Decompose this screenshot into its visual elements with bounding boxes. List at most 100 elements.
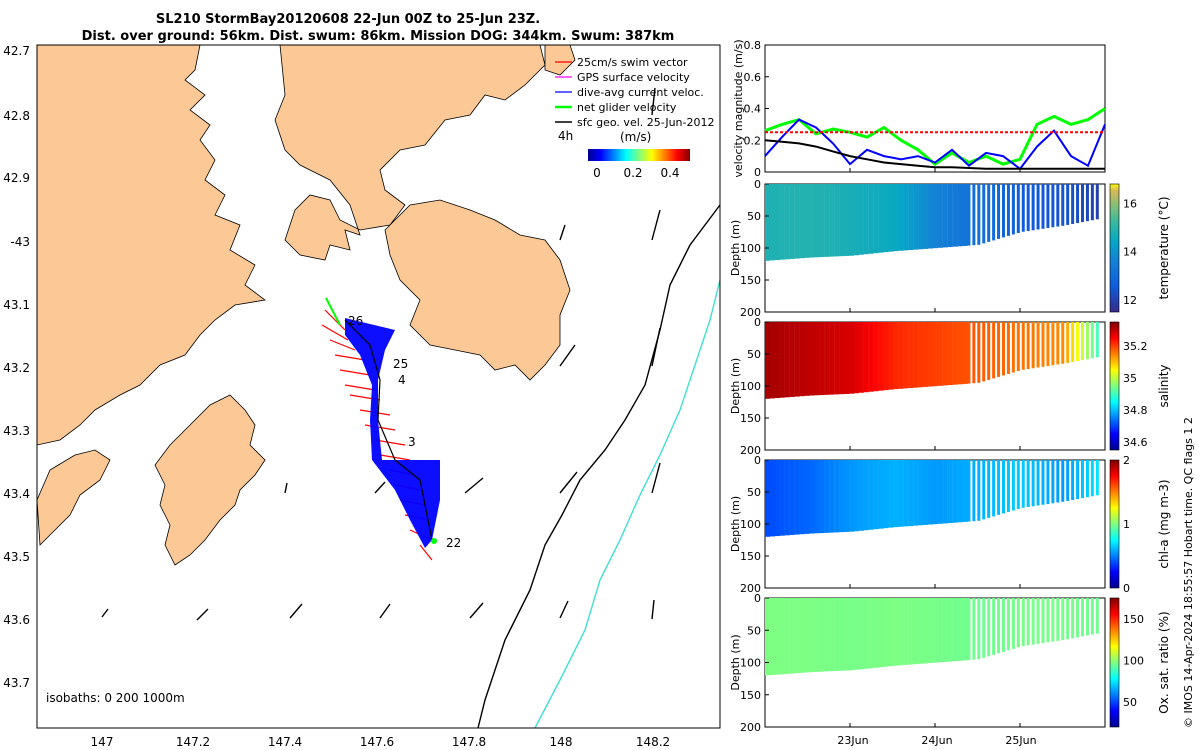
lat-tick: 42.9 [3,171,30,185]
profile-cell [853,322,859,394]
profile-ytick-label: 50 [747,624,761,637]
profile-cell [903,322,909,389]
profile-cell [1011,184,1015,235]
profile-cell [799,322,805,397]
profile-cell [1016,322,1020,371]
profile-cell [1085,460,1089,498]
velocity-ytick-label: 0.6 [744,71,762,84]
profile-cell [809,598,815,673]
profile-cell [1090,460,1094,497]
isobath-1000m [534,279,720,728]
profile-cell [962,460,968,522]
legend-swim: 25cm/s swim vector [577,56,688,69]
profile-cell [967,598,971,661]
geo-velocity-arrows [101,87,661,621]
profile-cell [913,598,919,665]
profile-cell [908,460,914,527]
profile-cell [858,184,864,255]
profile-cell [809,322,815,396]
profile-cell [789,460,795,535]
profile-cell [942,598,948,662]
profile-cell [814,460,820,534]
colorbar-tick-label: 34.8 [1123,404,1148,417]
profile-cell [765,184,771,261]
profile-cell [982,598,986,658]
profile-cell [898,460,904,527]
profile-cell [1090,598,1094,635]
map-lon-ticks: 147 147.2 147.4 147.6 147.8 148 148.2 [91,735,671,749]
profile-cell [942,184,948,248]
map-legend: 25cm/s swim vector GPS surface velocity … [555,56,714,129]
profile-cell [932,322,938,387]
profile-cell [923,598,929,664]
profile-cell [1081,598,1084,637]
profile-cell [848,460,855,532]
profile-cell [898,598,904,666]
profile-cell [1095,598,1099,634]
profile-cell [804,322,810,396]
profile-cell [1095,322,1099,358]
profile-cell [1071,322,1075,362]
profile-colorbar [1109,321,1120,451]
profile-cell [1016,460,1020,509]
legend-dive: dive-avg current veloc. [577,86,704,99]
profile-cell [819,184,825,258]
profile-cell [784,598,790,674]
profile-cell [1056,184,1060,227]
profile-cell [982,322,986,382]
profile-cell [804,460,810,534]
profile-cell [898,184,904,251]
profile-cell [794,460,800,535]
profile-cell [765,460,771,537]
time-tick: 24Jun [921,734,952,747]
profile-cell [873,322,879,392]
profile-cell [1066,322,1070,363]
profile-ytick-label: 50 [747,210,761,223]
profile-cell [913,460,919,526]
profile-cell [824,598,830,672]
profile-cell [1026,598,1030,646]
profile-cell [1002,460,1005,514]
profile-cell [769,322,776,399]
profile-cell [774,460,780,537]
profile-cell [992,460,996,517]
profile-cell [834,184,840,257]
profile-cell [1021,184,1025,232]
profile-cell [1026,322,1030,369]
profile-cell [992,598,996,655]
profile-cell [1061,184,1065,226]
profile-cell [947,460,953,524]
profile-cell [853,184,859,256]
profile-cell [873,598,879,668]
profile-cell [834,460,840,533]
profile-cell [908,184,914,251]
profile-cell [819,322,825,396]
profile-cell [804,598,810,673]
profile-cell [1021,460,1025,508]
profile-cell [878,322,884,391]
profile-cell [932,460,938,525]
title-line1: SL210 StormBay20120608 22-Jun 00Z to 25-… [156,12,540,27]
profile-cell [1031,598,1035,645]
profile-cell [883,460,889,529]
profile-cell [1006,184,1010,236]
profile-cell [863,598,869,669]
net-velocity-arrow [325,297,341,326]
day-label-3: 3 [408,435,416,449]
profile-ytick-label: 200 [740,721,761,734]
profile-cell [868,598,874,669]
velocity-series-line [764,139,1105,170]
time-tick: 25Jun [1005,734,1036,747]
profile-cell [829,460,835,533]
profile-cell [848,184,855,256]
profile-cell [888,184,894,252]
profile-cell [829,184,835,257]
profile-cell [883,322,889,391]
profile-cell [809,460,815,534]
velocity-ytick-label: 0.8 [744,39,762,52]
profile-cell [1061,598,1065,641]
profile-ytick-label: 200 [740,306,761,319]
profile-cell [784,184,790,260]
profile-ytick-label: 50 [747,486,761,499]
profile-ytick-label: 0 [754,592,761,605]
